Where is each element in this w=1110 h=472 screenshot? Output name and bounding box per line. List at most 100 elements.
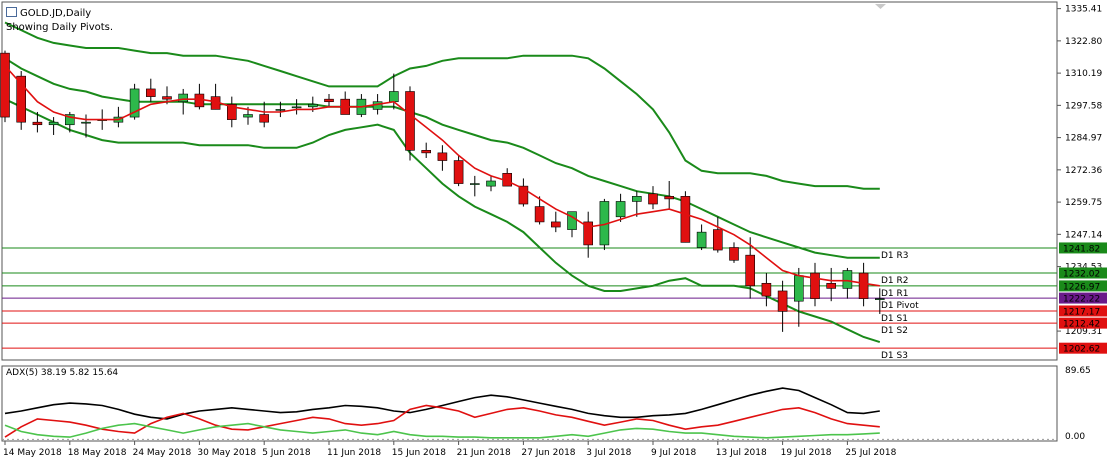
date-tick-label: 11 Jun 2018 [327, 448, 381, 458]
candle-body [615, 201, 626, 218]
candle-body [324, 98, 334, 103]
candle-body [65, 114, 75, 126]
adx-tick-label-bottom: 0.00 [1065, 432, 1085, 442]
price-tick-label: 1322.80 [1065, 37, 1102, 47]
pivot-price-label: 1232.02 [1063, 270, 1100, 280]
price-tick-label: 1209.31 [1065, 327, 1102, 337]
pivot-price-badge [1059, 242, 1107, 254]
price-tick-label: 1247.14 [1065, 230, 1102, 240]
adx-panel-frame [1, 365, 1058, 442]
price-panel-frame [1, 1, 1058, 361]
pivot-price-label: 1222.22 [1063, 295, 1100, 305]
pivot-price-label: 1212.42 [1063, 320, 1100, 330]
pivot-name-label: D1 S2 [881, 326, 908, 336]
date-tick-label: 30 May 2018 [197, 448, 256, 458]
candle-body [162, 96, 172, 100]
pivot-price-badge [1059, 292, 1107, 304]
candle-body [421, 150, 432, 154]
candle-body [648, 193, 658, 205]
candle-body [291, 106, 302, 109]
price-tick-label: 1272.36 [1065, 166, 1102, 176]
price-tick-label: 1259.75 [1065, 198, 1102, 208]
adx-tick-label-top: 89.65 [1065, 366, 1091, 376]
date-tick-label: 13 Jul 2018 [716, 448, 767, 458]
chart-title-text: GOLD.JD,Daily [20, 8, 92, 19]
price-tick-label: 1284.97 [1065, 134, 1102, 144]
candle-body [178, 93, 188, 103]
pivot-price-badge [1059, 305, 1107, 317]
date-tick-label: 24 May 2018 [133, 448, 192, 458]
pivot-price-badge [1059, 342, 1107, 354]
candle-body [81, 121, 91, 124]
candle-body [518, 185, 529, 205]
candle-body [0, 52, 10, 118]
pivot-name-label: D1 R3 [881, 251, 909, 261]
candle-body [534, 206, 545, 223]
price-tick-label: 1310.19 [1065, 69, 1102, 79]
candle-body [146, 88, 156, 97]
date-tick-label: 15 Jun 2018 [392, 448, 446, 458]
date-tick-label: 27 Jun 2018 [521, 448, 575, 458]
candle-body [583, 221, 594, 246]
candle-body [307, 103, 318, 108]
candle-body [32, 121, 43, 126]
bollinger-upper-line [4, 21, 880, 190]
candle-body [469, 183, 480, 185]
pivot-price-badge [1059, 267, 1107, 279]
candle-body [259, 114, 270, 123]
symbol-icon [6, 7, 17, 17]
candle-body [405, 91, 415, 151]
candle-body [745, 254, 756, 287]
candle-body [793, 275, 804, 302]
candle-body [550, 221, 561, 228]
candle-body [777, 290, 788, 312]
pivot-name-label: D1 R2 [881, 276, 909, 286]
pivot-name-label: D1 S1 [881, 314, 908, 324]
price-tick-label: 1297.58 [1065, 101, 1102, 111]
date-tick-label: 21 Jun 2018 [457, 448, 511, 458]
candle-body [858, 272, 869, 299]
date-tick-label: 19 Jul 2018 [781, 448, 832, 458]
candle-body [712, 229, 723, 251]
candle-body [48, 121, 59, 126]
pivot-name-label: D1 R1 [881, 289, 909, 299]
candle-body [16, 75, 27, 123]
pivot-price-label: 1226.97 [1063, 282, 1100, 292]
scroll-marker-icon [875, 4, 886, 9]
pivot-name-label: D1 S3 [881, 351, 908, 361]
pivot-price-label: 1202.62 [1063, 345, 1100, 355]
date-tick-label: 18 May 2018 [68, 448, 127, 458]
pivot-price-badge [1059, 280, 1107, 292]
pivot-name-label: D1 Pivot [881, 301, 919, 311]
candle-body [826, 282, 837, 289]
adx-line [4, 387, 880, 420]
candle-body [227, 103, 237, 120]
candle-body [810, 272, 820, 299]
date-tick-label: 3 Jul 2018 [586, 448, 631, 458]
candle-body [486, 180, 496, 187]
candle-body [761, 282, 772, 297]
pivot-price-badge [1059, 317, 1107, 329]
candle-body [437, 152, 448, 161]
candle-body [842, 270, 853, 289]
chart-subtitle: Showing Daily Pivots. [6, 22, 114, 33]
price-tick-label: 1335.41 [1065, 5, 1102, 15]
candle-body [129, 88, 140, 118]
date-tick-label: 25 Jul 2018 [845, 448, 896, 458]
candle-body [275, 109, 286, 111]
date-tick-label: 14 May 2018 [3, 448, 62, 458]
candle-body [453, 160, 464, 184]
pivot-price-label: 1241.82 [1063, 244, 1100, 254]
pivot-price-label: 1217.17 [1063, 307, 1100, 317]
candle-body [729, 247, 739, 261]
moving-average-line [4, 65, 880, 287]
date-tick-label: 9 Jul 2018 [651, 448, 696, 458]
candle-body [631, 196, 642, 202]
candle-body [243, 114, 253, 118]
candle-body [388, 91, 399, 103]
candle-body [874, 298, 885, 300]
bollinger-lower-line [4, 98, 881, 344]
minus-di-line [4, 422, 880, 439]
